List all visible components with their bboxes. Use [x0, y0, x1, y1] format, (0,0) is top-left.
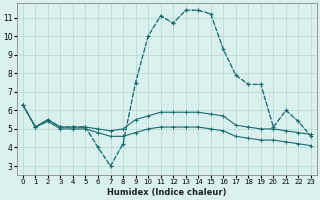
X-axis label: Humidex (Indice chaleur): Humidex (Indice chaleur) [107, 188, 227, 197]
